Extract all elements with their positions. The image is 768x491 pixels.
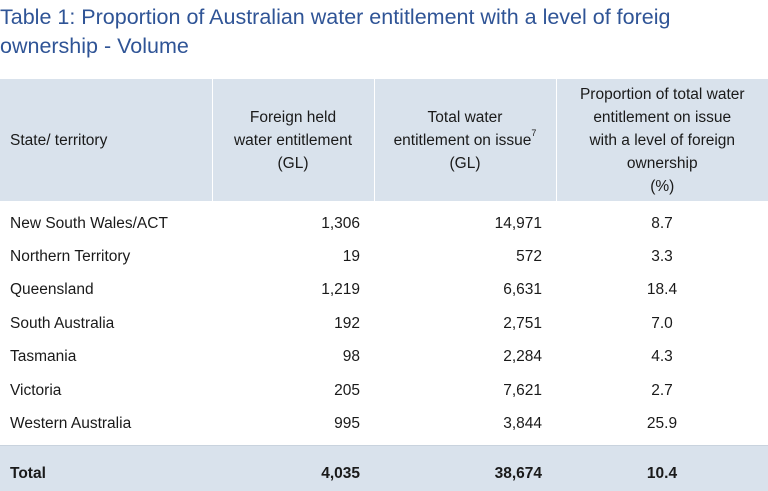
header-proportion-line-1: Proportion of total water [579, 85, 745, 103]
table-title-line-1: Table 1: Proportion of Australian water … [0, 5, 671, 29]
cell-foreign: 205 [334, 381, 360, 399]
table-row: New South Wales/ACT 1,306 14,971 8.7 [0, 202, 768, 240]
table-row: Tasmania 98 2,284 4.3 [0, 341, 768, 374]
cell-total: 6,631 [503, 281, 542, 299]
header-proportion: Proportion of total water entitlement on… [555, 79, 768, 203]
table-row: Victoria 205 7,621 2.7 [0, 374, 768, 407]
total-foreign: 4,035 [212, 444, 374, 491]
header-proportion-line-4: ownership [626, 154, 698, 172]
cell-total: 3,844 [503, 415, 542, 433]
cell-total: 572 [516, 248, 542, 266]
cell-state: Northern Territory [10, 248, 131, 266]
header-foreign-line-1: Foreign held [249, 108, 337, 126]
cell-proportion: 25.9 [646, 415, 678, 433]
header-total-entitlement: Total water entitlement on issue7 (GL) [373, 79, 556, 203]
footnote-marker: 7 [531, 128, 537, 139]
cell-total: 2,284 [503, 348, 542, 366]
cell-state: Tasmania [10, 348, 77, 366]
header-foreign-unit: (GL) [277, 154, 309, 172]
total-entitlement: 38,674 [374, 444, 556, 491]
header-proportion-unit: (%) [650, 177, 675, 195]
cell-proportion: 3.3 [651, 248, 673, 266]
table-row: Queensland 1,219 6,631 18.4 [0, 274, 768, 307]
cell-state: Victoria [10, 381, 62, 399]
cell-state: South Australia [10, 314, 115, 332]
cell-proportion: 8.7 [651, 214, 673, 232]
total-proportion: 10.4 [556, 444, 768, 491]
header-state: State/ territory [0, 79, 212, 203]
cell-state: Western Australia [10, 415, 132, 433]
cell-foreign: 995 [334, 415, 360, 433]
cell-proportion: 7.0 [651, 314, 673, 332]
total-row: Total 4,035 38,674 10.4 [0, 444, 768, 491]
header-proportion-line-3: with a level of foreign [589, 131, 736, 149]
header-total-unit: (GL) [449, 154, 481, 172]
header-total-line-2: entitlement on issue [393, 131, 532, 149]
cell-foreign: 192 [334, 314, 360, 332]
header-proportion-line-2: entitlement on issue [593, 108, 732, 126]
table-row: Northern Territory 19 572 3.3 [0, 240, 768, 273]
cell-foreign: 19 [342, 248, 360, 266]
header-total-line-1: Total water [427, 108, 503, 126]
water-entitlement-table: State/ territory Foreign held water enti… [0, 79, 768, 491]
cell-state: Queensland [10, 281, 94, 299]
table-title: Table 1: Proportion of Australian water … [0, 3, 768, 61]
cell-foreign: 1,306 [321, 214, 360, 232]
table-title-line-2: ownership - Volume [0, 34, 189, 58]
header-foreign-held: Foreign held water entitlement (GL) [211, 79, 374, 203]
header-state-label: State/ territory [10, 131, 108, 149]
cell-total: 2,751 [503, 314, 542, 332]
table-row: Western Australia 995 3,844 25.9 [0, 407, 768, 445]
cell-foreign: 1,219 [321, 281, 360, 299]
table-row: South Australia 192 2,751 7.0 [0, 307, 768, 340]
cell-total: 7,621 [503, 381, 542, 399]
cell-proportion: 4.3 [651, 348, 673, 366]
cell-proportion: 2.7 [651, 381, 673, 399]
cell-total: 14,971 [494, 214, 542, 232]
total-label: Total [0, 444, 212, 491]
header-total-line-2-wrap: entitlement on issue7 [381, 129, 550, 152]
header-foreign-line-2: water entitlement [233, 131, 353, 149]
cell-proportion: 18.4 [646, 281, 678, 299]
cell-state: New South Wales/ACT [10, 214, 168, 232]
header-row: State/ territory Foreign held water enti… [0, 79, 768, 203]
cell-foreign: 98 [342, 348, 360, 366]
